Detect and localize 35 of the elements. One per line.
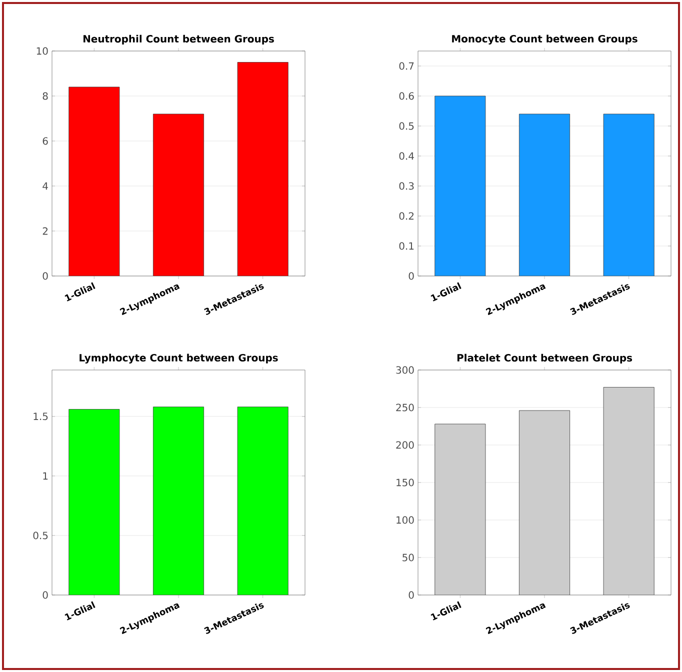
y-tick-label: 0.3 [399,182,414,190]
y-tick-label: 0 [408,272,414,280]
y-tick-label: 6 [42,137,48,145]
y-tick-label: 0.5 [399,122,414,130]
y-tick-label: 0.4 [399,152,414,160]
chart-title: Neutrophil Count between Groups [84,34,274,44]
y-tick-label: 0.7 [399,62,414,70]
y-tick-label: 1.5 [34,412,48,420]
bar [519,410,570,595]
chart-title: Platelet Count between Groups [457,354,632,364]
y-tick-label: 10 [36,47,48,55]
y-tick-label: 250 [396,404,414,412]
y-tick-label: 0 [408,591,414,599]
bar [603,387,654,595]
y-tick-label: 2 [42,227,48,235]
y-tick-label: 0 [42,591,48,599]
bar [237,62,288,276]
y-tick-label: 0.2 [399,212,414,220]
y-tick-label: 50 [402,554,414,562]
bar [68,86,120,276]
chart-title: Lymphocyte Count between Groups [80,354,278,364]
y-tick-label: 150 [396,478,414,486]
chart-title: Monocyte Count between Groups [452,34,638,45]
y-tick-label: 0 [42,272,48,280]
y-tick-label: 300 [396,366,414,374]
bar [434,424,486,595]
bar [153,114,204,276]
y-tick-label: 8 [42,92,48,100]
y-tick-label: 100 [396,516,414,524]
y-tick-label: 1 [43,472,48,480]
y-tick-label: 0.6 [399,92,414,100]
y-tick-label: 0.5 [33,532,48,540]
y-tick-label: 0.1 [399,242,414,250]
y-tick-label: 4 [42,182,48,190]
y-tick-label: 200 [396,441,414,449]
